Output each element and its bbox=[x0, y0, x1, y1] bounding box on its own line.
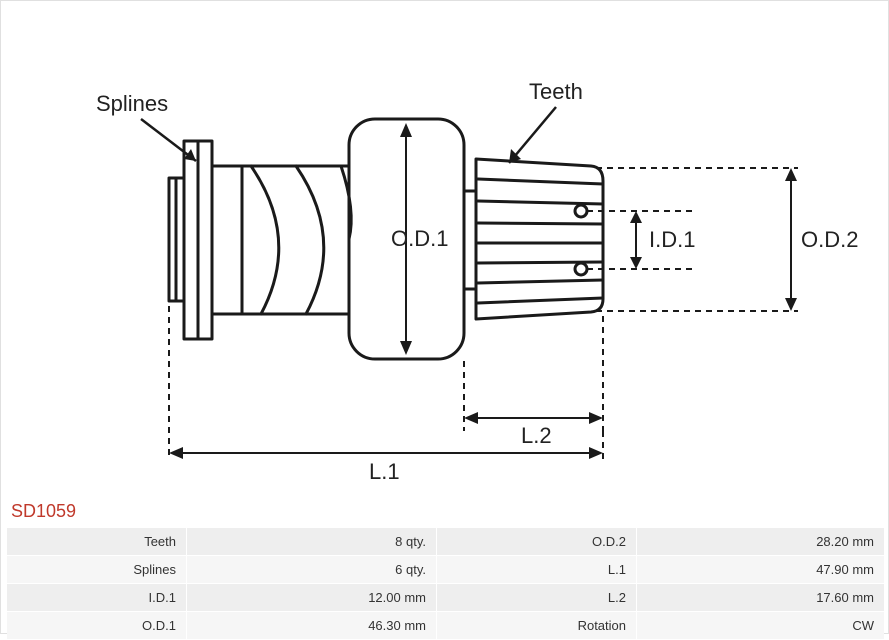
dim-l1: L.1 bbox=[169, 306, 603, 484]
spec-value: 47.90 mm bbox=[637, 556, 884, 583]
callout-splines: Splines bbox=[96, 91, 196, 161]
page-container: Splines Teeth O.D.1 bbox=[0, 0, 889, 634]
diagram-svg: Splines Teeth O.D.1 bbox=[1, 11, 889, 491]
spec-value: 46.30 mm bbox=[187, 612, 437, 639]
spec-label: O.D.1 bbox=[7, 612, 187, 639]
label-od1: O.D.1 bbox=[391, 226, 448, 251]
callout-teeth: Teeth bbox=[509, 79, 583, 163]
technical-diagram: Splines Teeth O.D.1 bbox=[1, 11, 889, 491]
label-l2: L.2 bbox=[521, 423, 552, 448]
spec-value: 8 qty. bbox=[187, 528, 437, 555]
dim-l2: L.2 bbox=[464, 316, 603, 448]
spec-label: Splines bbox=[7, 556, 187, 583]
part-outline bbox=[169, 119, 603, 359]
spec-value: 6 qty. bbox=[187, 556, 437, 583]
spec-value: CW bbox=[637, 612, 884, 639]
spec-table: Teeth 8 qty. O.D.2 28.20 mm Splines 6 qt… bbox=[7, 527, 884, 640]
table-row: Teeth 8 qty. O.D.2 28.20 mm bbox=[7, 528, 884, 555]
spec-value: 17.60 mm bbox=[637, 584, 884, 611]
label-l1: L.1 bbox=[369, 459, 400, 484]
spec-label: L.2 bbox=[437, 584, 637, 611]
label-id1: I.D.1 bbox=[649, 227, 695, 252]
spec-label: L.1 bbox=[437, 556, 637, 583]
label-teeth: Teeth bbox=[529, 79, 583, 104]
spec-label: I.D.1 bbox=[7, 584, 187, 611]
spec-value: 28.20 mm bbox=[637, 528, 884, 555]
label-od2: O.D.2 bbox=[801, 227, 858, 252]
table-row: I.D.1 12.00 mm L.2 17.60 mm bbox=[7, 584, 884, 611]
table-row: O.D.1 46.30 mm Rotation CW bbox=[7, 612, 884, 639]
spec-label: Rotation bbox=[437, 612, 637, 639]
spec-label: Teeth bbox=[7, 528, 187, 555]
spec-label: O.D.2 bbox=[437, 528, 637, 555]
label-splines: Splines bbox=[96, 91, 168, 116]
spec-value: 12.00 mm bbox=[187, 584, 437, 611]
dim-od1: O.D.1 bbox=[391, 123, 448, 355]
product-code: SD1059 bbox=[11, 501, 76, 522]
table-row: Splines 6 qty. L.1 47.90 mm bbox=[7, 556, 884, 583]
